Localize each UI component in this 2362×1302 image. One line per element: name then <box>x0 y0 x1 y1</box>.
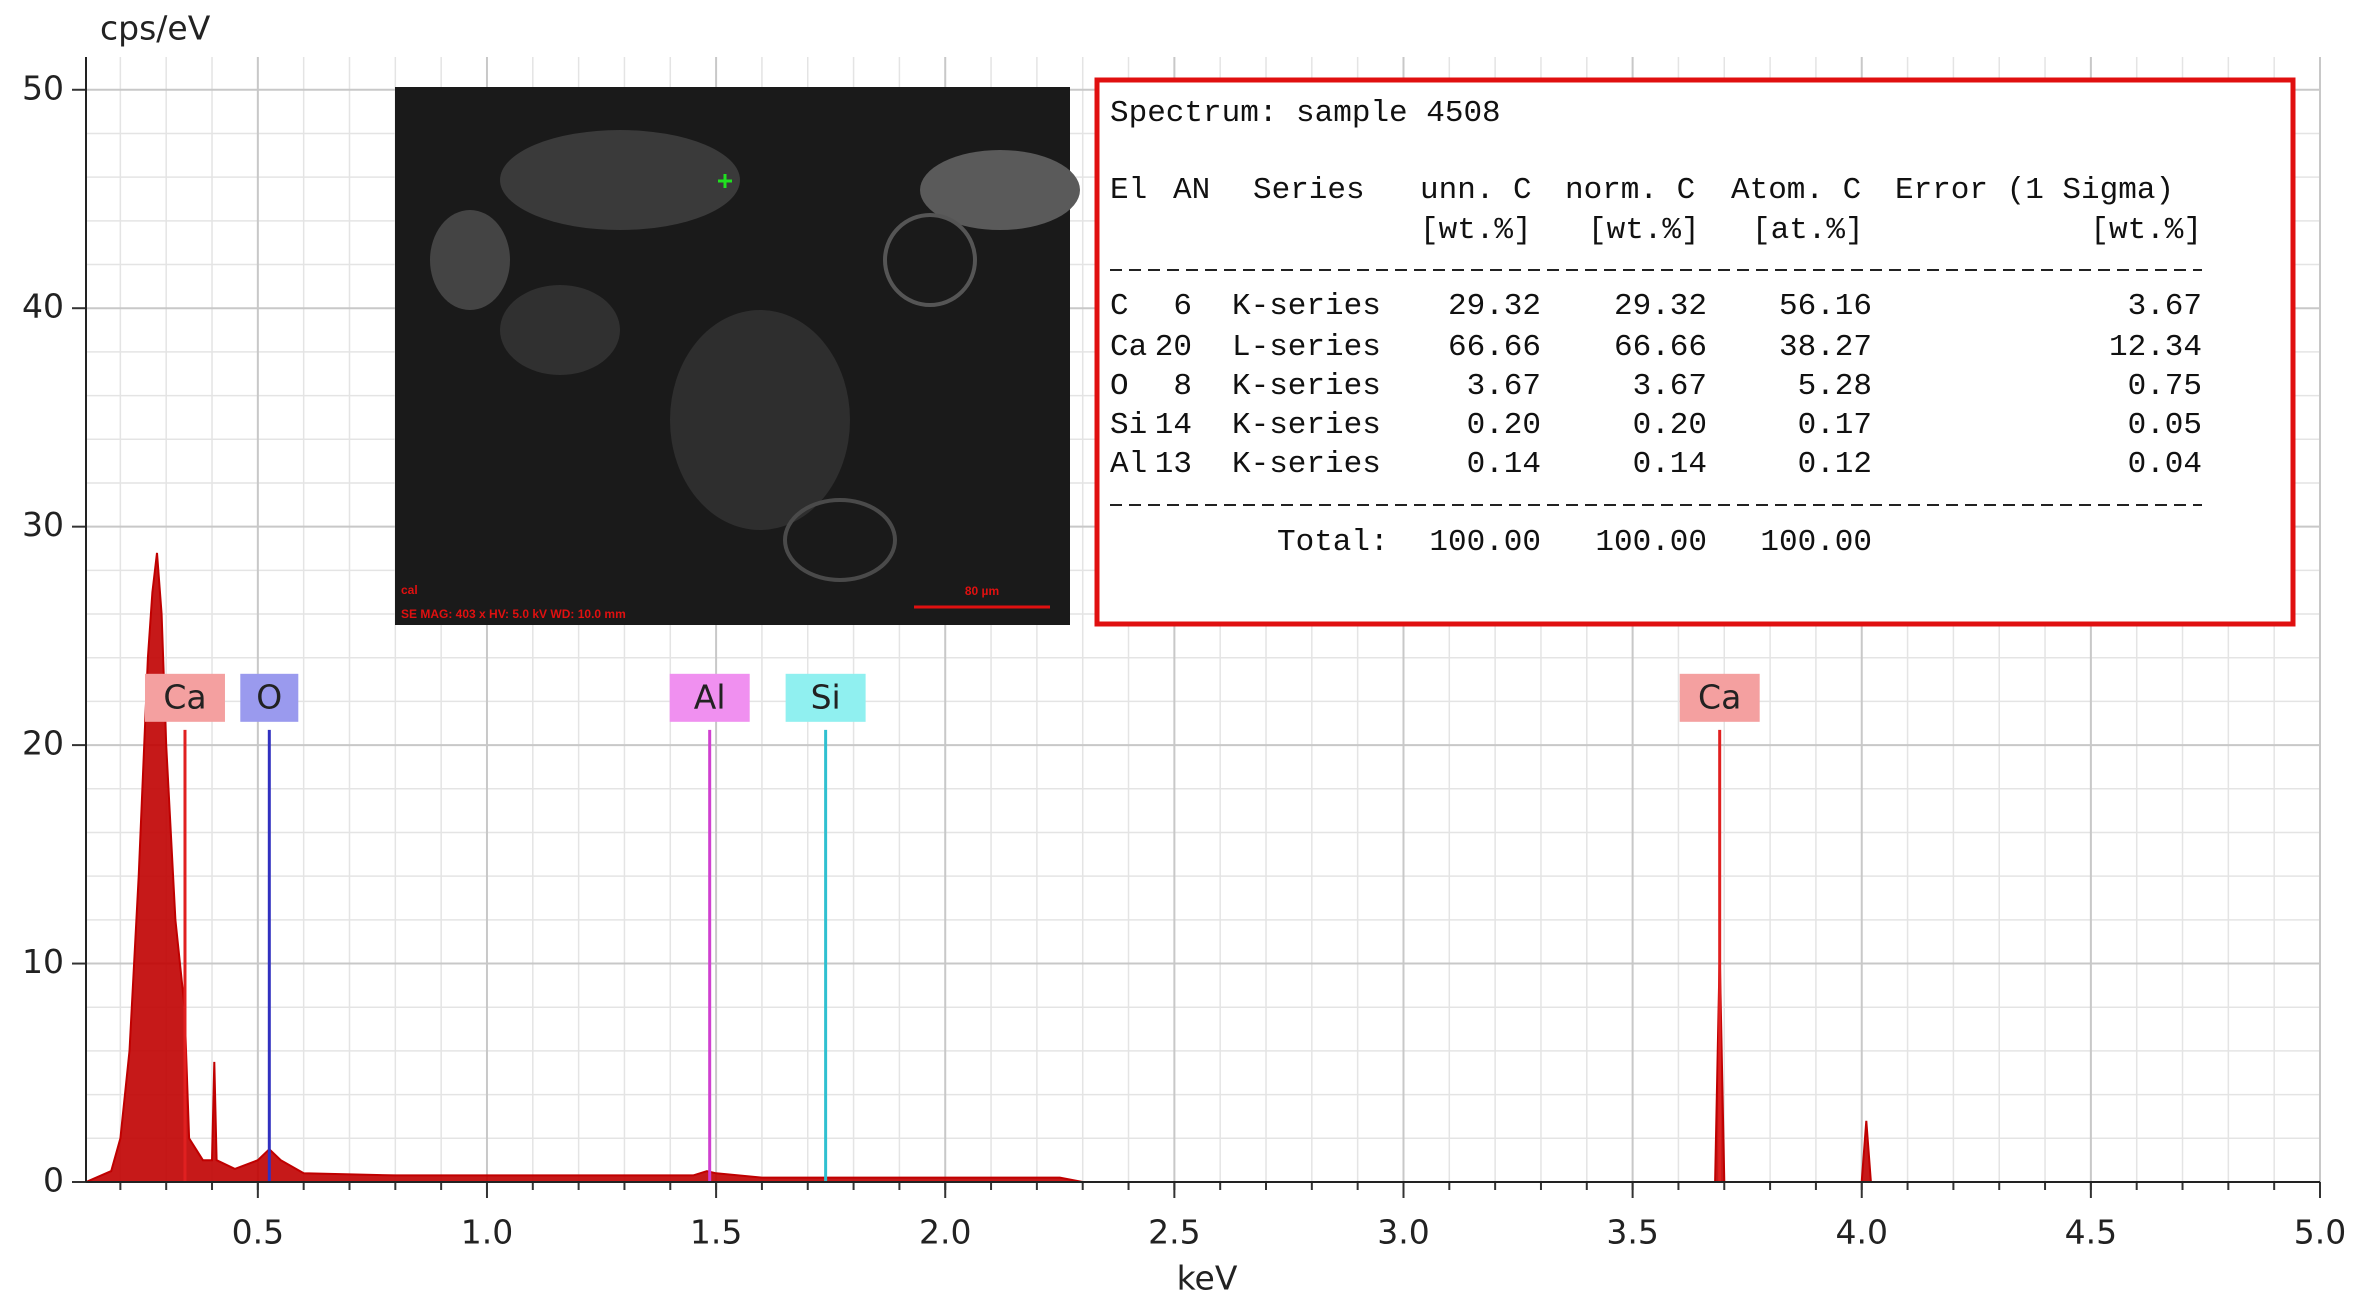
table-cell: 14 <box>1155 408 1192 443</box>
element-label: Si <box>811 677 841 716</box>
table-header: unn. C <box>1420 173 1532 208</box>
element-label-box <box>144 673 225 722</box>
x-tick-label: 1.0 <box>461 1213 513 1252</box>
table-cell: 29.32 <box>1448 289 1541 324</box>
table-cell: 0.05 <box>2128 408 2202 443</box>
spectrum-fill <box>86 552 2320 1182</box>
table-cell: 66.66 <box>1448 330 1541 365</box>
sem-feature <box>500 130 740 230</box>
table-cell: 56.16 <box>1779 289 1872 324</box>
table-cell: 13 <box>1155 447 1192 482</box>
table-header: El <box>1110 173 1147 208</box>
table-cell: Ca <box>1110 330 1147 365</box>
table-cell: 0.20 <box>1467 408 1541 443</box>
table-cell: 0.14 <box>1467 447 1541 482</box>
x-tick-label: 5.0 <box>2294 1213 2346 1252</box>
table-header: norm. C <box>1565 173 1695 208</box>
x-tick-label: 4.5 <box>2065 1213 2117 1252</box>
total-label: Total: <box>1277 525 1389 560</box>
table-frame <box>1094 77 2296 627</box>
total-value: 100.00 <box>1760 525 1872 560</box>
table-unit: [wt.%] <box>2090 213 2202 248</box>
x-tick-label: 0.5 <box>232 1213 284 1252</box>
table-cell: C <box>1110 289 1129 324</box>
sem-cursor <box>718 174 732 188</box>
x-tick-label: 2.5 <box>1148 1213 1200 1252</box>
table-cell: 3.67 <box>1467 369 1541 404</box>
sem-feature <box>670 310 850 530</box>
table-cell: K-series <box>1232 408 1381 443</box>
table-header: Series <box>1253 173 1365 208</box>
table-header: AN <box>1173 173 1210 208</box>
table-cell: L-series <box>1232 330 1381 365</box>
sem-feature <box>430 210 510 310</box>
x-tick-label: 2.0 <box>919 1213 971 1252</box>
table-header: Error (1 Sigma) <box>1895 173 2174 208</box>
element-label: Ca <box>163 677 206 716</box>
y-tick-label: 30 <box>22 505 64 544</box>
table-cell: 3.67 <box>1633 369 1707 404</box>
table-title: Spectrum: sample 4508 <box>1110 96 1501 131</box>
y-tick-label: 40 <box>22 287 64 326</box>
x-tick-label: 4.0 <box>1836 1213 1888 1252</box>
table-cell: Al <box>1110 447 1147 482</box>
sem-feature <box>920 150 1080 230</box>
table-cell: 0.14 <box>1633 447 1707 482</box>
table-unit: [wt.%] <box>1420 213 1532 248</box>
table-cell: 0.04 <box>2128 447 2202 482</box>
table-unit: [at.%] <box>1752 213 1864 248</box>
table-cell: 0.75 <box>2128 369 2202 404</box>
table-cell: 12.34 <box>2109 330 2202 365</box>
total-value: 100.00 <box>1429 525 1541 560</box>
table-cell: Si <box>1110 408 1147 443</box>
element-label-box <box>669 673 750 722</box>
image-caption: SE MAG: 403 x HV: 5.0 kV WD: 10.0 mm <box>401 607 626 621</box>
table-cell: 3.67 <box>2128 289 2202 324</box>
plot-area: Ca O Al Si Ca <box>85 552 2320 1183</box>
table-cell: 6 <box>1173 289 1192 324</box>
table-cell: 66.66 <box>1614 330 1707 365</box>
x-axis-label: keV <box>1177 1259 1238 1298</box>
x-tick-label: 1.5 <box>690 1213 742 1252</box>
result-table: Spectrum: sample 4508 El AN Series unn. C nor… <box>1094 77 2296 627</box>
table-cell: K-series <box>1232 447 1381 482</box>
sem-feature <box>500 285 620 375</box>
element-label: O <box>256 677 282 716</box>
sem-feature <box>783 498 897 582</box>
y-tick-label: 50 <box>22 68 64 107</box>
element-label: Ca <box>1698 677 1741 716</box>
table-unit: [wt.%] <box>1588 213 1700 248</box>
table-cell: 29.32 <box>1614 289 1707 324</box>
sem-feature <box>883 213 977 307</box>
table-cell: K-series <box>1232 289 1381 324</box>
table-cell: K-series <box>1232 369 1381 404</box>
table-cell: 20 <box>1155 330 1192 365</box>
element-label-box <box>240 673 299 722</box>
table-cell: 5.28 <box>1798 369 1872 404</box>
table-cell: O <box>1110 369 1129 404</box>
table-cell: 0.17 <box>1798 408 1872 443</box>
sem-image: cal SE MAG: 403 x HV: 5.0 kV WD: 10.0 mm… <box>395 87 1080 625</box>
table-header: Atom. C <box>1731 173 1861 208</box>
x-tick-label: 3.0 <box>1377 1213 1429 1252</box>
x-tick-label: 3.5 <box>1606 1213 1658 1252</box>
table-cell: 0.12 <box>1798 447 1872 482</box>
total-value: 100.00 <box>1595 525 1707 560</box>
table-cell: 0.20 <box>1633 408 1707 443</box>
element-label-box <box>1679 673 1760 722</box>
image-label: cal <box>401 583 418 597</box>
y-tick-label: 10 <box>22 942 64 981</box>
element-label: Al <box>694 677 726 716</box>
table-cell: 8 <box>1173 369 1192 404</box>
y-tick-label: 0 <box>43 1161 64 1200</box>
element-label-box <box>785 673 866 722</box>
y-tick-label: 20 <box>22 724 64 763</box>
y-axis-label: cps/eV <box>100 9 211 48</box>
spectrum-line <box>85 552 2320 1183</box>
scale-bar-label: 80 µm <box>965 584 999 598</box>
table-cell: 38.27 <box>1779 330 1872 365</box>
